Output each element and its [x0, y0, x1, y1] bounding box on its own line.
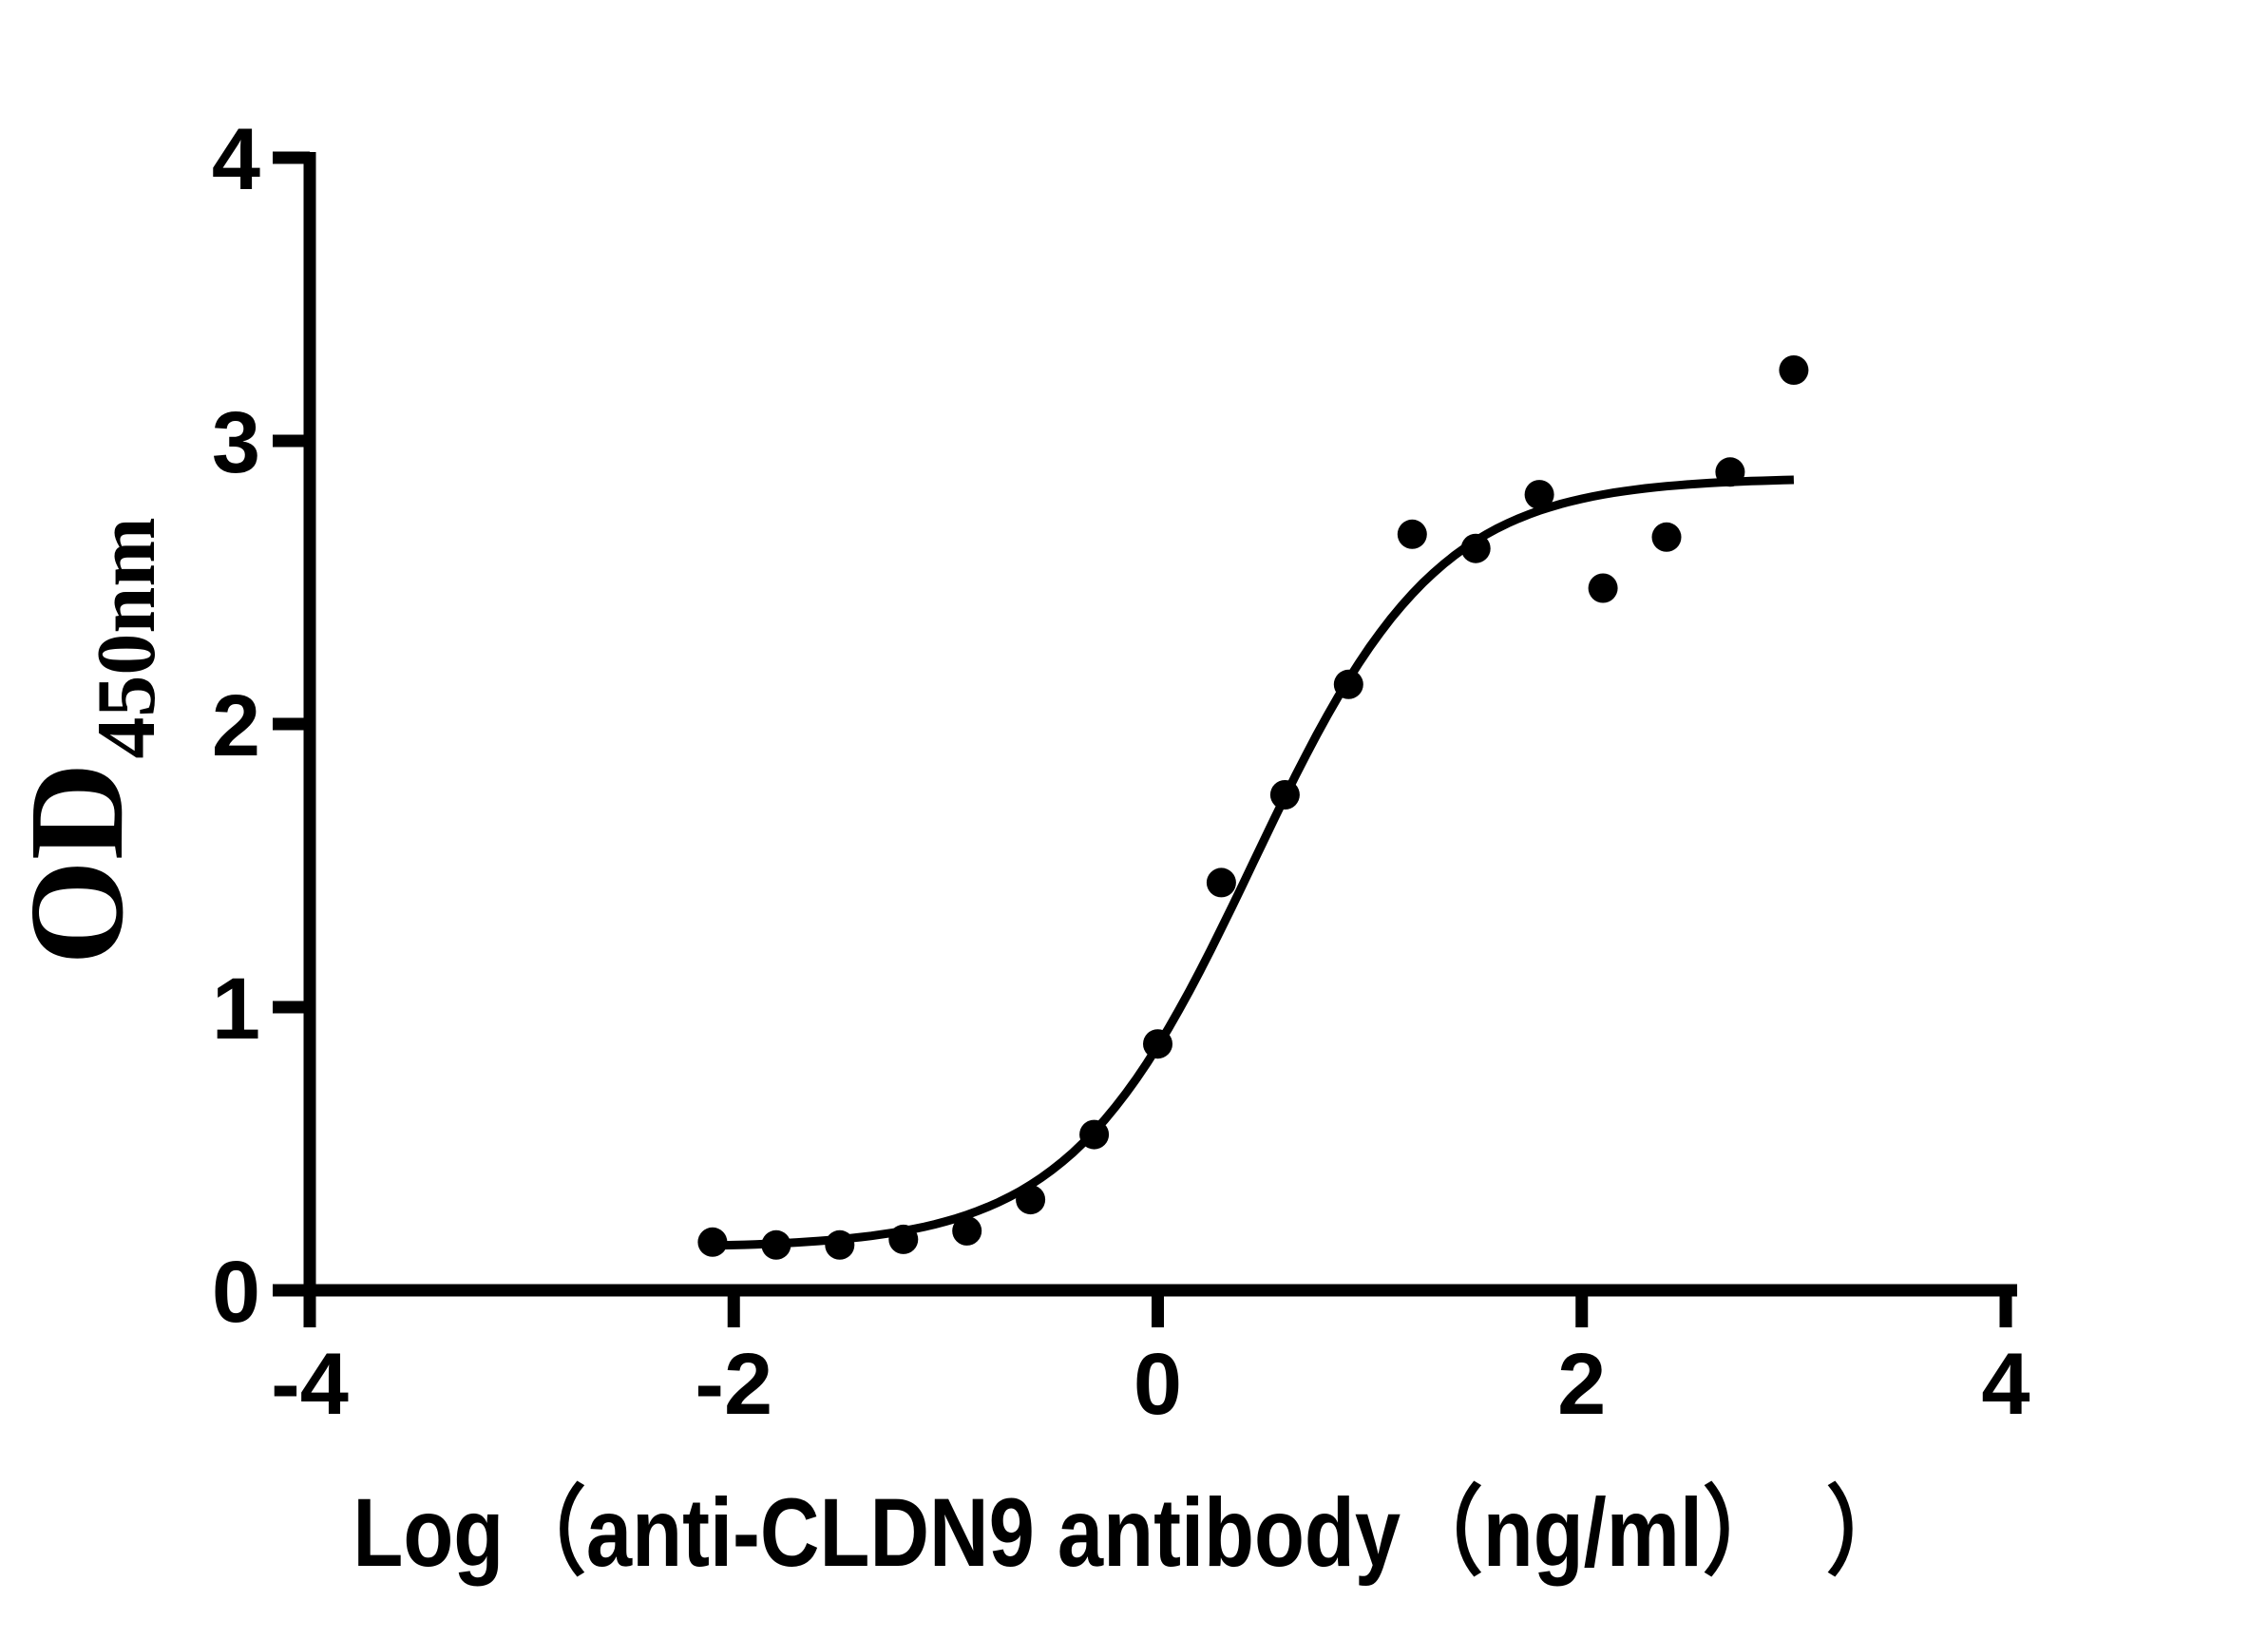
- data-point: [1397, 519, 1427, 549]
- data-point: [697, 1227, 728, 1257]
- data-point: [1269, 780, 1300, 810]
- y-tick-label: 1: [212, 961, 260, 1058]
- data-point: [1779, 355, 1809, 385]
- data-point: [1715, 457, 1745, 487]
- sigmoid-fit-curve: [712, 475, 1795, 1250]
- x-axis-title: Log（anti-CLDN9 antibody（ng/ml） ）: [353, 1478, 1908, 1587]
- y-tick-label: 3: [212, 394, 260, 491]
- data-point: [1333, 669, 1363, 699]
- x-tick-label: 2: [1557, 1336, 1606, 1433]
- y-axis-title-subscript: 450nm: [81, 517, 173, 758]
- axes-group: [273, 151, 2017, 1327]
- x-tick-label: -2: [695, 1336, 772, 1433]
- data-point: [1016, 1185, 1046, 1215]
- x-tick-label: -4: [271, 1336, 349, 1433]
- data-point: [1143, 1029, 1172, 1059]
- data-points-group: [697, 355, 1809, 1260]
- data-point: [1206, 867, 1236, 898]
- x-tick-label: 4: [1981, 1336, 2030, 1433]
- data-point: [1651, 522, 1682, 552]
- data-point: [761, 1229, 791, 1260]
- y-tick-label: 2: [212, 677, 260, 774]
- data-point: [1524, 480, 1554, 510]
- data-point: [1588, 573, 1618, 603]
- data-point: [1460, 533, 1491, 563]
- data-point: [888, 1224, 919, 1254]
- x-tick-label: 0: [1134, 1336, 1182, 1433]
- fit-curve-group: [712, 475, 1795, 1250]
- data-point: [952, 1215, 982, 1246]
- y-tick-label: 0: [212, 1244, 260, 1341]
- data-point: [1079, 1119, 1110, 1150]
- data-point: [825, 1229, 855, 1260]
- tick-labels-group: 0 1 2 3 4 -4 -2 0 2 4: [212, 111, 2030, 1433]
- y-tick-label: 4: [212, 111, 260, 208]
- y-axis-title-main: OD: [1, 763, 151, 965]
- y-axis-title: OD450nm: [1, 517, 173, 964]
